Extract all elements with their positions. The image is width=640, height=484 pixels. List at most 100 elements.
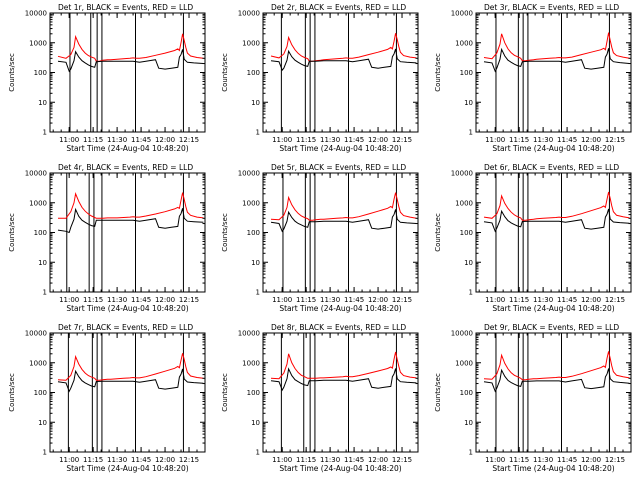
y-tick-label: 10000 bbox=[451, 170, 473, 178]
x-tick-label: 11:00 bbox=[272, 456, 292, 464]
x-tick-label: 11:00 bbox=[59, 136, 79, 144]
y-tick-label: 1 bbox=[43, 129, 47, 137]
detector-panel: Det 1r, BLACK = Events, RED = LLD 1 10 100 1… bbox=[0, 0, 213, 160]
x-tick-label: 12:00 bbox=[155, 456, 175, 464]
x-tick-label: 11:45 bbox=[557, 136, 577, 144]
x-tick-label: 11:45 bbox=[131, 296, 151, 304]
chart-title: Det 6r, BLACK = Events, RED = LLD bbox=[484, 163, 619, 172]
y-tick-label: 10000 bbox=[238, 330, 260, 338]
x-tick-label: 11:45 bbox=[557, 456, 577, 464]
y-axis-label: Counts/sec bbox=[434, 373, 442, 412]
x-tick-label: 11:15 bbox=[509, 136, 529, 144]
y-tick-label: 1000 bbox=[29, 359, 47, 367]
x-tick-label: 11:00 bbox=[485, 456, 505, 464]
x-axis-label: Start Time (24-Aug-04 10:48:20) bbox=[492, 144, 614, 153]
y-axis-label: Counts/sec bbox=[434, 53, 442, 92]
events-series-line bbox=[270, 48, 417, 72]
events-series-line bbox=[270, 209, 417, 233]
x-tick-label: 11:30 bbox=[107, 136, 127, 144]
plot-frame bbox=[262, 172, 419, 293]
lld-series-line bbox=[483, 351, 630, 381]
chart-title: Det 5r, BLACK = Events, RED = LLD bbox=[271, 163, 406, 172]
y-axis-label: Counts/sec bbox=[8, 53, 16, 92]
events-series-line bbox=[270, 367, 417, 392]
plot-frame bbox=[49, 12, 206, 133]
x-tick-label: 12:00 bbox=[581, 296, 601, 304]
lld-series-line bbox=[58, 192, 204, 219]
x-tick-label: 11:15 bbox=[83, 136, 103, 144]
y-tick-label: 1000 bbox=[455, 39, 473, 47]
events-series-line bbox=[57, 49, 204, 73]
y-tick-label: 10000 bbox=[25, 10, 47, 18]
y-axis-label: Counts/sec bbox=[8, 373, 16, 412]
y-tick-label: 10000 bbox=[25, 330, 47, 338]
chart-svg: Det 4r, BLACK = Events, RED = LLD 1 10 100 1… bbox=[8, 163, 206, 313]
y-tick-label: 1 bbox=[256, 449, 260, 457]
y-tick-label: 100 bbox=[34, 69, 47, 77]
x-tick-label: 11:30 bbox=[320, 456, 340, 464]
chart-svg: Det 8r, BLACK = Events, RED = LLD 1 10 100 1… bbox=[221, 323, 419, 473]
chart-svg: Det 1r, BLACK = Events, RED = LLD 1 10 100 1… bbox=[8, 3, 206, 153]
x-tick-label: 11:00 bbox=[59, 296, 79, 304]
x-tick-label: 11:45 bbox=[557, 296, 577, 304]
x-tick-label: 11:00 bbox=[272, 136, 292, 144]
y-tick-label: 1 bbox=[256, 289, 260, 297]
detector-panel: Det 9r, BLACK = Events, RED = LLD 1 10 100 1… bbox=[426, 320, 639, 480]
plot-frame bbox=[475, 172, 632, 293]
x-tick-label: 12:15 bbox=[179, 296, 199, 304]
x-tick-label: 11:45 bbox=[131, 456, 151, 464]
x-tick-label: 11:30 bbox=[533, 456, 553, 464]
chart-title: Det 2r, BLACK = Events, RED = LLD bbox=[271, 3, 406, 12]
y-tick-label: 10 bbox=[464, 419, 473, 427]
x-tick-label: 11:15 bbox=[509, 456, 529, 464]
detector-panel: Det 7r, BLACK = Events, RED = LLD 1 10 100 1… bbox=[0, 320, 213, 480]
detector-panel: Det 3r, BLACK = Events, RED = LLD 1 10 100 1… bbox=[426, 0, 639, 160]
y-tick-label: 100 bbox=[247, 69, 260, 77]
lld-series-line bbox=[57, 353, 204, 381]
y-tick-label: 10000 bbox=[238, 10, 260, 18]
events-series-line bbox=[57, 207, 204, 234]
chart-svg: Det 7r, BLACK = Events, RED = LLD 1 10 100 1… bbox=[8, 323, 206, 473]
y-tick-label: 100 bbox=[247, 389, 260, 397]
plot-frame bbox=[262, 332, 419, 453]
y-axis-label: Counts/sec bbox=[434, 213, 442, 252]
y-axis-label: Counts/sec bbox=[221, 53, 229, 92]
x-tick-label: 11:15 bbox=[296, 296, 316, 304]
detector-panel: Det 2r, BLACK = Events, RED = LLD 1 10 100 1… bbox=[213, 0, 426, 160]
x-tick-label: 12:15 bbox=[605, 136, 625, 144]
x-tick-label: 11:45 bbox=[344, 136, 364, 144]
y-tick-label: 1000 bbox=[455, 199, 473, 207]
y-tick-label: 100 bbox=[460, 229, 473, 237]
y-tick-label: 100 bbox=[460, 69, 473, 77]
events-series-line bbox=[483, 368, 630, 393]
x-tick-label: 12:15 bbox=[179, 136, 199, 144]
x-tick-label: 11:30 bbox=[320, 136, 340, 144]
chart-title: Det 9r, BLACK = Events, RED = LLD bbox=[484, 323, 619, 332]
x-axis-label: Start Time (24-Aug-04 10:48:20) bbox=[492, 464, 614, 473]
events-series-line bbox=[57, 368, 204, 393]
x-tick-label: 11:15 bbox=[296, 136, 316, 144]
y-tick-label: 1000 bbox=[242, 199, 260, 207]
x-tick-label: 12:00 bbox=[368, 296, 388, 304]
x-axis-label: Start Time (24-Aug-04 10:48:20) bbox=[279, 144, 401, 153]
lld-series-line bbox=[483, 32, 630, 62]
x-tick-label: 12:15 bbox=[179, 456, 199, 464]
detector-panel: Det 8r, BLACK = Events, RED = LLD 1 10 100 1… bbox=[213, 320, 426, 480]
events-series-line bbox=[483, 208, 630, 233]
y-tick-label: 100 bbox=[247, 229, 260, 237]
y-tick-label: 1 bbox=[43, 289, 47, 297]
chart-svg: Det 5r, BLACK = Events, RED = LLD 1 10 100 1… bbox=[221, 163, 419, 313]
y-tick-label: 1000 bbox=[455, 359, 473, 367]
x-tick-label: 11:00 bbox=[59, 456, 79, 464]
y-tick-label: 10000 bbox=[451, 10, 473, 18]
lld-series-line bbox=[57, 33, 204, 62]
y-tick-label: 1 bbox=[43, 449, 47, 457]
y-tick-label: 10 bbox=[464, 259, 473, 267]
x-tick-label: 12:15 bbox=[392, 136, 412, 144]
x-axis-label: Start Time (24-Aug-04 10:48:20) bbox=[66, 144, 188, 153]
y-tick-label: 100 bbox=[34, 229, 47, 237]
y-tick-label: 1000 bbox=[29, 199, 47, 207]
y-axis-label: Counts/sec bbox=[221, 213, 229, 252]
y-tick-label: 1000 bbox=[29, 39, 47, 47]
